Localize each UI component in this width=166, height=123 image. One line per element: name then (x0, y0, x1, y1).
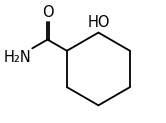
Text: HO: HO (87, 15, 110, 30)
Text: O: O (42, 5, 53, 20)
Text: H₂N: H₂N (3, 50, 31, 65)
